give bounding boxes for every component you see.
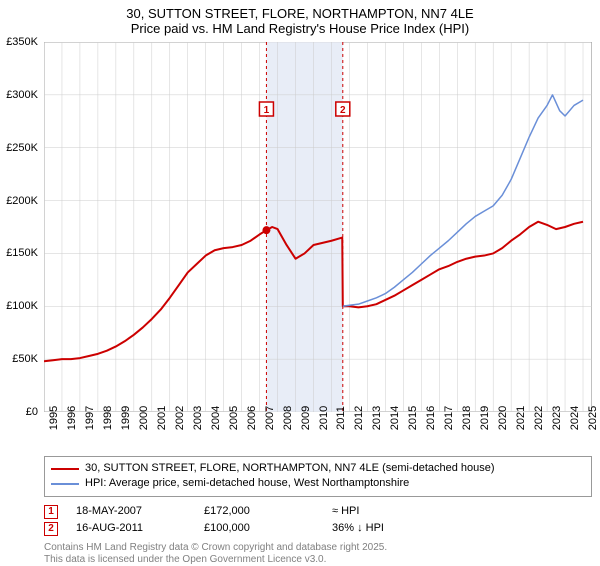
svg-text:2: 2 xyxy=(340,105,346,116)
sale-delta: ≈ HPI xyxy=(332,503,359,521)
x-tick-label: 2010 xyxy=(318,406,330,430)
x-tick-label: 2024 xyxy=(569,406,581,430)
x-tick-label: 2013 xyxy=(371,406,383,430)
x-tick-label: 2021 xyxy=(515,406,527,430)
y-tick-label: £300K xyxy=(6,89,38,101)
x-tick-label: 2007 xyxy=(264,406,276,430)
legend-box: 30, SUTTON STREET, FLORE, NORTHAMPTON, N… xyxy=(44,456,592,497)
credits: Contains HM Land Registry data © Crown c… xyxy=(44,542,592,566)
sale-price: £100,000 xyxy=(204,520,314,538)
y-tick-label: £100K xyxy=(6,300,38,312)
x-tick-label: 2025 xyxy=(587,406,599,430)
y-tick-label: £200K xyxy=(6,195,38,207)
title-address: 30, SUTTON STREET, FLORE, NORTHAMPTON, N… xyxy=(0,6,600,21)
sale-marker: 1 xyxy=(44,505,58,519)
sale-row: 2 16-AUG-2011 £100,000 36% ↓ HPI xyxy=(44,520,592,538)
x-tick-label: 2006 xyxy=(246,406,258,430)
x-tick-label: 2002 xyxy=(174,406,186,430)
legend-swatch-hpi xyxy=(51,483,79,485)
sale-price: £172,000 xyxy=(204,503,314,521)
x-tick-label: 2023 xyxy=(551,406,563,430)
x-tick-label: 2008 xyxy=(282,406,294,430)
y-tick-label: £350K xyxy=(6,36,38,48)
x-tick-label: 1996 xyxy=(66,406,78,430)
title-subtitle: Price paid vs. HM Land Registry's House … xyxy=(0,21,600,36)
credits-line1: Contains HM Land Registry data © Crown c… xyxy=(44,542,592,554)
legend-label-hpi: HPI: Average price, semi-detached house,… xyxy=(85,476,409,491)
x-tick-label: 2005 xyxy=(228,406,240,430)
x-tick-label: 2004 xyxy=(210,406,222,430)
x-tick-label: 2018 xyxy=(461,406,473,430)
x-tick-label: 2016 xyxy=(425,406,437,430)
sale-row: 1 18-MAY-2007 £172,000 ≈ HPI xyxy=(44,503,592,521)
svg-text:1: 1 xyxy=(264,105,270,116)
sale-date: 16-AUG-2011 xyxy=(76,520,186,538)
chart-plot: 12 xyxy=(44,42,592,412)
x-tick-label: 2012 xyxy=(353,406,365,430)
sale-date: 18-MAY-2007 xyxy=(76,503,186,521)
x-tick-label: 2020 xyxy=(497,406,509,430)
legend-row-hpi: HPI: Average price, semi-detached house,… xyxy=(51,476,585,491)
y-tick-label: £250K xyxy=(6,142,38,154)
x-tick-label: 2009 xyxy=(300,406,312,430)
x-tick-label: 1997 xyxy=(84,406,96,430)
y-tick-label: £0 xyxy=(26,406,38,418)
sales-table: 1 18-MAY-2007 £172,000 ≈ HPI 2 16-AUG-2011 £10… xyxy=(44,503,592,538)
x-tick-label: 2003 xyxy=(192,406,204,430)
x-tick-label: 1999 xyxy=(120,406,132,430)
x-tick-label: 1998 xyxy=(102,406,114,430)
title-block: 30, SUTTON STREET, FLORE, NORTHAMPTON, N… xyxy=(0,0,600,36)
x-axis: 1995199619971998199920002001200220032004… xyxy=(44,414,592,454)
legend-label-property: 30, SUTTON STREET, FLORE, NORTHAMPTON, N… xyxy=(85,461,495,476)
x-tick-label: 2019 xyxy=(479,406,491,430)
sale-delta: 36% ↓ HPI xyxy=(332,520,384,538)
y-tick-label: £50K xyxy=(12,353,38,365)
y-tick-label: £150K xyxy=(6,247,38,259)
x-tick-label: 2011 xyxy=(335,406,347,430)
y-axis: £0£50K£100K£150K£200K£250K£300K£350K xyxy=(0,42,42,412)
sale-marker: 2 xyxy=(44,522,58,536)
legend-block: 30, SUTTON STREET, FLORE, NORTHAMPTON, N… xyxy=(44,456,592,566)
x-tick-label: 2000 xyxy=(138,406,150,430)
chart-container: 30, SUTTON STREET, FLORE, NORTHAMPTON, N… xyxy=(0,0,600,560)
legend-swatch-property xyxy=(51,468,79,470)
x-tick-label: 2022 xyxy=(533,406,545,430)
legend-row-property: 30, SUTTON STREET, FLORE, NORTHAMPTON, N… xyxy=(51,461,585,476)
x-tick-label: 2014 xyxy=(389,406,401,430)
x-tick-label: 2017 xyxy=(443,406,455,430)
x-tick-label: 1995 xyxy=(48,406,60,430)
x-tick-label: 2015 xyxy=(407,406,419,430)
x-tick-label: 2001 xyxy=(156,406,168,430)
